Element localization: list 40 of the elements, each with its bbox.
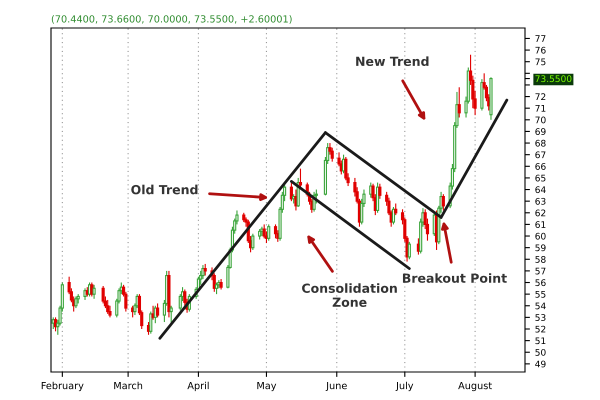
- y-tick-label: 73.5500: [535, 75, 572, 82]
- y-tick-label: 60: [535, 232, 546, 240]
- x-tick-label: February: [42, 382, 84, 392]
- y-tick-label: 69: [535, 128, 546, 135]
- y-tick-label: 61: [535, 221, 546, 228]
- annotation: New Trend: [356, 56, 428, 66]
- y-tick-label: 57: [535, 268, 546, 274]
- y-tick-label: 70: [535, 116, 546, 124]
- y-tick-label: 76: [535, 46, 546, 54]
- chart-title: (70.4400, 73.6600, 70.0000, 73.5500, +2.60001): [52, 15, 292, 24]
- y-tick-label: 59: [535, 244, 546, 252]
- y-tick-label: 65: [535, 174, 546, 182]
- x-tick-label: August: [458, 382, 492, 392]
- x-tick-label: March: [114, 382, 142, 390]
- y-tick-label: 55: [535, 290, 546, 298]
- y-tick-label: 52: [535, 326, 546, 333]
- y-tick-label: 50: [535, 348, 546, 356]
- annotation: Old Trend: [131, 184, 198, 194]
- y-tick-label: 56: [535, 279, 546, 286]
- x-tick-label: July: [396, 382, 414, 392]
- annotation: Consolidation Zone: [302, 283, 397, 307]
- x-tick-label: May: [257, 382, 276, 392]
- annotation: Breakout Point: [402, 273, 507, 283]
- y-tick-label: 58: [535, 256, 546, 263]
- y-tick-label: 64: [535, 186, 546, 194]
- y-tick-label: 68: [535, 140, 546, 147]
- y-tick-label: 66: [535, 163, 546, 170]
- y-tick-label: 49: [535, 360, 546, 368]
- y-tick-label: 72: [535, 93, 546, 100]
- y-tick-label: 77: [535, 35, 546, 42]
- y-tick-label: 63: [535, 198, 546, 205]
- x-tick-label: June: [326, 382, 347, 392]
- y-tick-label: 53: [535, 314, 546, 321]
- y-tick-label: 51: [535, 337, 546, 344]
- y-tick-label: 67: [535, 151, 546, 158]
- y-tick-label: 62: [535, 210, 546, 216]
- y-tick-label: 54: [535, 302, 546, 310]
- y-tick-label: 75: [535, 58, 546, 66]
- x-tick-label: April: [187, 382, 209, 392]
- y-tick-label: 71: [535, 105, 546, 112]
